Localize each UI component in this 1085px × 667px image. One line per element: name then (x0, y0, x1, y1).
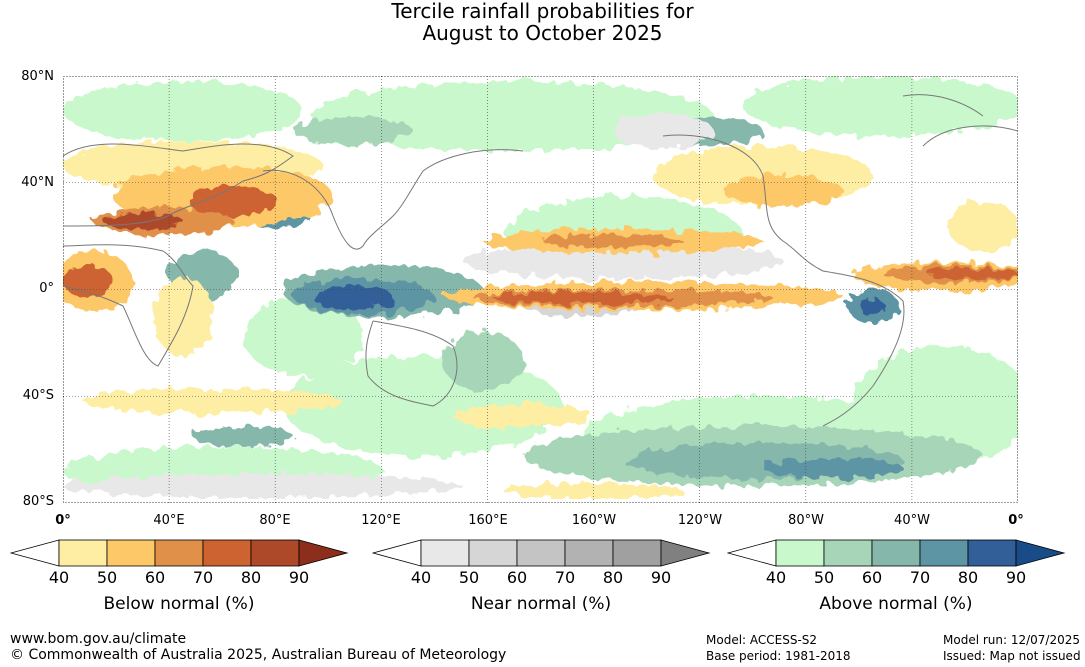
lon-label-160w: 160°W (571, 513, 617, 528)
legend-near-color-box (612, 539, 662, 567)
legend-below-color-box (250, 539, 300, 567)
legend-near-tick: 50 (458, 568, 480, 587)
lon-label-120e: 120°E (361, 513, 401, 528)
legend-above-color-box (871, 539, 921, 567)
legend-below-color-box (154, 539, 204, 567)
lon-label-40w: 40°W (894, 513, 930, 528)
legend-above-color-box (823, 539, 873, 567)
legend-above-tick: 60 (861, 568, 883, 587)
rainfall-probability-map (63, 76, 1018, 503)
legend-above-tick: 40 (765, 568, 787, 587)
lon-label-40e: 40°E (153, 513, 185, 528)
legend-below-title: Below normal (%) (103, 594, 255, 614)
legend-near-tick: 90 (650, 568, 672, 587)
legend-near-tick: 80 (602, 568, 624, 587)
footer-model: Model: ACCESS-S2 (706, 633, 818, 647)
legend-below-normal (10, 538, 350, 570)
legend-below-color-box (202, 539, 252, 567)
lon-label-120w: 120°W (677, 513, 723, 528)
legend-near-tick: 60 (506, 568, 528, 587)
legend-above-color-box (775, 539, 825, 567)
footer-issued: Issued: Map not issued (943, 649, 1081, 663)
footer-copyright: © Commonwealth of Australia 2025, Austra… (10, 647, 507, 663)
legend-near-normal (372, 538, 712, 570)
legend-below-color-box (58, 539, 108, 567)
legend-near-tick: 40 (410, 568, 432, 587)
legend-below-tick: 60 (144, 568, 166, 587)
legend-near-high-end (660, 539, 711, 567)
legend-below-high-end (298, 539, 349, 567)
legend-above-tick: 90 (1005, 568, 1027, 587)
coastlines (63, 94, 1018, 427)
legend-above-high-end (1015, 539, 1066, 567)
lat-label-40n: 40°N (21, 175, 54, 190)
lat-label-40s: 40°S (22, 388, 54, 403)
probability-fields (63, 76, 1018, 499)
lon-label-160e: 160°E (468, 513, 508, 528)
map-border (63, 76, 1018, 503)
legend-near-tick: 70 (554, 568, 576, 587)
legend-above-tick: 50 (813, 568, 835, 587)
legend-above-tick: 80 (957, 568, 979, 587)
legend-below-low-end (10, 539, 60, 567)
lon-label-0-end: 0° (1008, 513, 1024, 528)
legend-near-low-end (372, 539, 422, 567)
legend-near-color-box (564, 539, 614, 567)
chart-title-line1: Tercile rainfall probabilities for (391, 0, 694, 23)
legend-above-color-box (967, 539, 1017, 567)
footer-model-run: Model run: 12/07/2025 (943, 633, 1081, 647)
lat-label-equator: 0° (39, 281, 54, 296)
lon-label-80w: 80°W (788, 513, 824, 528)
lat-label-80n: 80°N (21, 69, 54, 84)
legend-below-tick: 70 (192, 568, 214, 587)
lon-label-0: 0° (55, 513, 71, 528)
legend-near-color-box (420, 539, 470, 567)
footer-website: www.bom.gov.au/climate (10, 631, 187, 647)
footer-base-period: Base period: 1981-2018 (706, 649, 851, 663)
legend-near-title: Near normal (%) (470, 594, 612, 614)
legend-above-color-box (919, 539, 969, 567)
legend-above-low-end (727, 539, 777, 567)
legend-above-normal (727, 538, 1067, 570)
graticule (63, 76, 1018, 503)
legend-below-tick: 90 (288, 568, 310, 587)
legend-below-tick: 40 (48, 568, 70, 587)
chart-title-line2: August to October 2025 (422, 21, 663, 45)
legend-near-color-box (468, 539, 518, 567)
legend-near-color-box (516, 539, 566, 567)
legend-above-title: Above normal (%) (819, 594, 973, 614)
lat-label-80s: 80°S (22, 494, 54, 509)
legend-above-tick: 70 (909, 568, 931, 587)
lon-label-80e: 80°E (259, 513, 291, 528)
legend-below-color-box (106, 539, 156, 567)
legend-below-tick: 50 (96, 568, 118, 587)
legend-below-tick: 80 (240, 568, 262, 587)
